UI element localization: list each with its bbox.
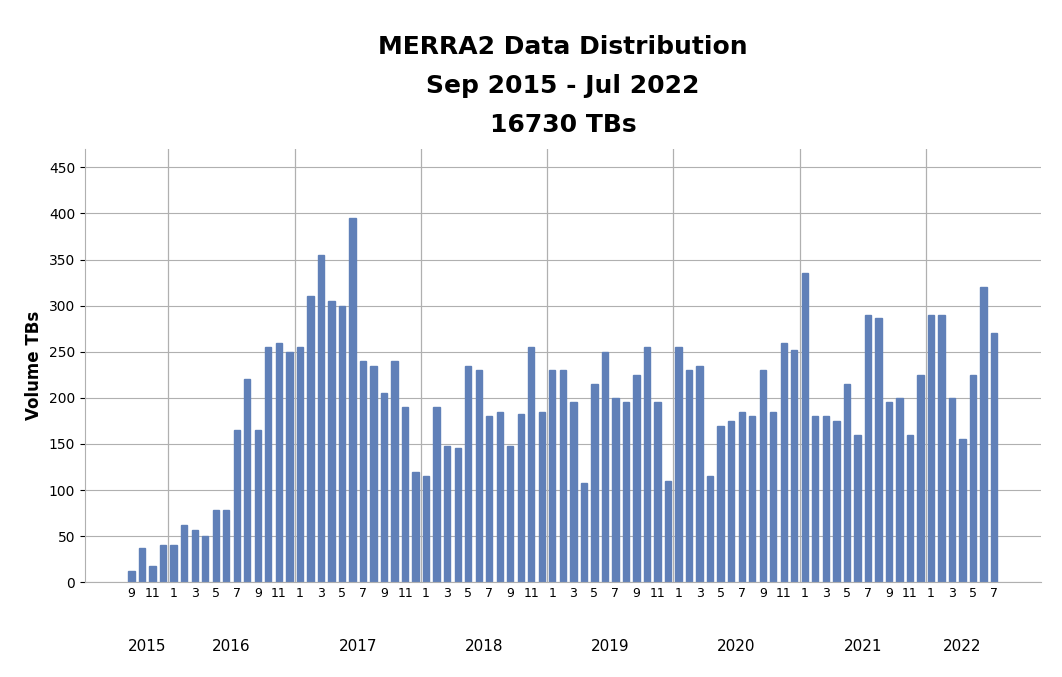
Bar: [644, 347, 650, 582]
Text: 2019: 2019: [590, 638, 630, 653]
Bar: [307, 297, 313, 582]
Y-axis label: Volume TBs: Volume TBs: [25, 311, 44, 420]
Bar: [970, 375, 976, 582]
Bar: [423, 476, 429, 582]
Text: 2016: 2016: [212, 638, 251, 653]
Bar: [244, 379, 251, 582]
Text: 2022: 2022: [943, 638, 982, 653]
Bar: [497, 412, 503, 582]
Bar: [928, 315, 935, 582]
Bar: [686, 370, 692, 582]
Bar: [234, 430, 240, 582]
Bar: [959, 439, 965, 582]
Bar: [939, 315, 945, 582]
Bar: [949, 398, 955, 582]
Bar: [781, 343, 787, 582]
Bar: [602, 352, 609, 582]
Bar: [875, 318, 881, 582]
Bar: [392, 361, 397, 582]
Bar: [318, 255, 324, 582]
Bar: [296, 347, 303, 582]
Bar: [613, 398, 618, 582]
Bar: [823, 416, 829, 582]
Bar: [834, 421, 840, 582]
Bar: [371, 366, 377, 582]
Bar: [286, 352, 292, 582]
Bar: [129, 571, 135, 582]
Bar: [401, 407, 408, 582]
Bar: [160, 546, 167, 582]
Bar: [791, 350, 798, 582]
Bar: [433, 407, 440, 582]
Bar: [718, 426, 724, 582]
Bar: [560, 370, 566, 582]
Bar: [675, 347, 682, 582]
Bar: [266, 347, 272, 582]
Bar: [191, 529, 198, 582]
Bar: [759, 370, 766, 582]
Bar: [255, 430, 261, 582]
Bar: [444, 445, 450, 582]
Bar: [665, 481, 671, 582]
Bar: [465, 366, 472, 582]
Bar: [181, 525, 187, 582]
Bar: [549, 370, 555, 582]
Bar: [770, 412, 776, 582]
Bar: [697, 366, 703, 582]
Bar: [907, 435, 913, 582]
Text: 2017: 2017: [339, 638, 377, 653]
Text: 2020: 2020: [717, 638, 756, 653]
Bar: [150, 565, 156, 582]
Bar: [991, 333, 997, 582]
Bar: [517, 414, 524, 582]
Bar: [980, 287, 987, 582]
Bar: [843, 384, 850, 582]
Title: MERRA2 Data Distribution
Sep 2015 - Jul 2022
16730 TBs: MERRA2 Data Distribution Sep 2015 - Jul …: [378, 35, 748, 137]
Bar: [412, 472, 418, 582]
Bar: [654, 402, 661, 582]
Bar: [381, 393, 388, 582]
Bar: [528, 347, 534, 582]
Bar: [864, 315, 871, 582]
Bar: [707, 476, 714, 582]
Bar: [328, 301, 335, 582]
Bar: [486, 416, 493, 582]
Bar: [508, 445, 513, 582]
Bar: [633, 375, 639, 582]
Bar: [276, 343, 282, 582]
Bar: [854, 435, 860, 582]
Bar: [538, 412, 545, 582]
Bar: [749, 416, 755, 582]
Bar: [918, 375, 924, 582]
Bar: [896, 398, 903, 582]
Bar: [349, 218, 356, 582]
Bar: [886, 402, 892, 582]
Bar: [455, 447, 461, 582]
Bar: [812, 416, 819, 582]
Text: 2015: 2015: [129, 638, 167, 653]
Bar: [622, 402, 629, 582]
Bar: [139, 548, 145, 582]
Bar: [802, 274, 808, 582]
Bar: [738, 412, 744, 582]
Bar: [202, 536, 208, 582]
Text: 2018: 2018: [465, 638, 503, 653]
Bar: [570, 402, 577, 582]
Bar: [476, 370, 482, 582]
Bar: [581, 483, 587, 582]
Bar: [729, 421, 734, 582]
Bar: [171, 546, 176, 582]
Bar: [360, 361, 366, 582]
Bar: [223, 510, 229, 582]
Text: 2021: 2021: [843, 638, 881, 653]
Bar: [212, 510, 219, 582]
Bar: [592, 384, 598, 582]
Bar: [339, 305, 345, 582]
